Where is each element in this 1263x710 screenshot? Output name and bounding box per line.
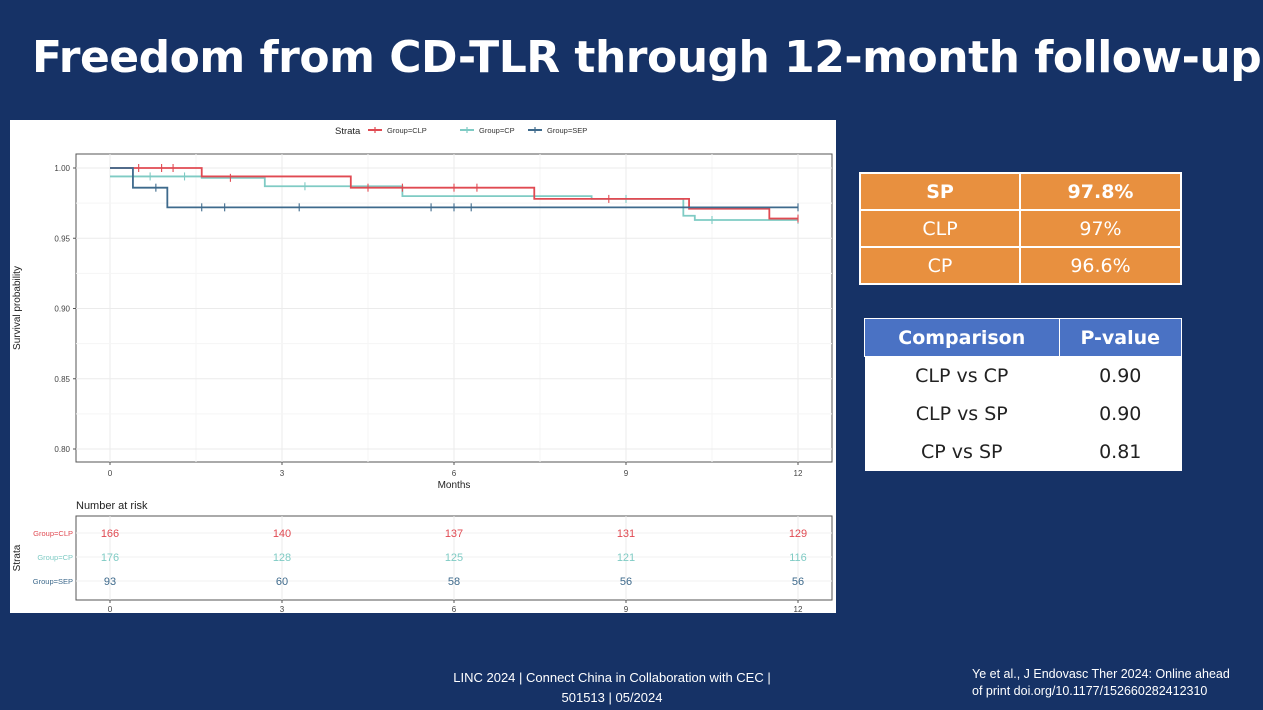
risk-value-clp: 140 xyxy=(273,528,291,540)
y-tick-label: 1.00 xyxy=(54,164,70,173)
risk-value-sep: 58 xyxy=(448,576,460,588)
rates-group-cell: CLP xyxy=(859,209,1021,248)
legend-label-clp: Group=CLP xyxy=(387,126,427,135)
risk-x-tick-label: 0 xyxy=(108,605,113,613)
footer-line: LINC 2024 | Connect China in Collaborati… xyxy=(453,670,771,685)
risk-x-tick-label: 3 xyxy=(280,605,285,613)
risk-row-label-clp: Group=CLP xyxy=(33,529,73,538)
risk-x-tick-label: 12 xyxy=(794,605,803,613)
comparison-cell: CP vs SP xyxy=(864,433,1059,471)
rates-group-cell: SP xyxy=(859,172,1021,211)
comparison-table: Comparison P-value CLP vs CP 0.90 CLP vs… xyxy=(864,318,1182,471)
comparison-cell: CLP vs SP xyxy=(864,395,1059,433)
x-axis-label: Months xyxy=(438,480,471,491)
risk-row-label-cp: Group=CP xyxy=(37,553,73,562)
risk-value-cp: 176 xyxy=(101,552,119,564)
risk-value-clp: 129 xyxy=(789,528,807,540)
risk-value-sep: 60 xyxy=(276,576,288,588)
risk-value-clp: 166 xyxy=(101,528,119,540)
rates-row: CLP 97% xyxy=(859,209,1182,248)
km-curve-clp xyxy=(110,167,798,220)
p-value-cell: 0.90 xyxy=(1059,356,1182,395)
risk-x-tick-label: 6 xyxy=(452,605,457,613)
comparison-row: CLP vs SP 0.90 xyxy=(864,395,1182,433)
risk-value-cp: 125 xyxy=(445,552,463,564)
rates-value-cell: 96.6% xyxy=(1019,246,1182,285)
rates-row: CP 96.6% xyxy=(859,246,1182,285)
comparison-row: CLP vs CP 0.90 xyxy=(864,356,1182,395)
comparison-row: CP vs SP 0.81 xyxy=(864,433,1182,471)
rates-row: SP 97.8% xyxy=(859,172,1182,211)
rates-group-cell: CP xyxy=(859,246,1021,285)
comparison-header: Comparison xyxy=(864,318,1060,357)
risk-value-cp: 121 xyxy=(617,552,635,564)
comparison-cell: CLP vs CP xyxy=(864,356,1059,395)
legend-label-cp: Group=CP xyxy=(479,126,515,135)
footer-line: 501513 | 05/2024 xyxy=(561,690,663,705)
p-value-cell: 0.90 xyxy=(1059,395,1182,433)
x-tick-label: 9 xyxy=(624,469,629,478)
km-chart: 0.80 0.85 0.90 0.95 1.00 0 3 6 9 12 Months Survival… xyxy=(12,126,833,613)
citation-line: of print doi.org/10.1177/15266028241231​… xyxy=(972,684,1208,698)
risk-value-clp: 137 xyxy=(445,528,463,540)
risk-value-cp: 128 xyxy=(273,552,291,564)
citation: Ye et al., J Endovasc Ther 2024: Online … xyxy=(972,666,1257,700)
risk-row-label-sep: Group=SEP xyxy=(33,577,73,586)
risk-value-clp: 131 xyxy=(617,528,635,540)
rates-table: SP 97.8% CLP 97% CP 96.6% xyxy=(859,172,1182,285)
risk-strata-label: Strata xyxy=(12,544,23,571)
km-curve-sep xyxy=(110,167,798,209)
slide-footer: LINC 2024 | Connect China in Collaborati… xyxy=(418,668,806,708)
legend-title: Strata xyxy=(335,126,361,137)
rates-value-cell: 97.8% xyxy=(1019,172,1182,211)
risk-table-title: Number at risk xyxy=(76,500,148,512)
risk-value-sep: 56 xyxy=(792,576,804,588)
x-tick-label: 3 xyxy=(280,469,285,478)
x-tick-label: 0 xyxy=(108,469,113,478)
x-tick-label: 6 xyxy=(452,469,457,478)
risk-value-cp: 116 xyxy=(789,552,807,564)
y-tick-label: 0.85 xyxy=(54,375,70,384)
rates-value-cell: 97% xyxy=(1019,209,1182,248)
p-value-header: P-value xyxy=(1058,318,1182,357)
slide-title: Freedom from CD-TLR through 12-month fol… xyxy=(32,32,1262,83)
y-tick-label: 0.80 xyxy=(54,445,70,454)
p-value-cell: 0.81 xyxy=(1059,433,1182,471)
x-tick-label: 12 xyxy=(794,469,803,478)
risk-value-sep: 93 xyxy=(104,576,116,588)
km-chart-panel: 0.80 0.85 0.90 0.95 1.00 0 3 6 9 12 Months Survival… xyxy=(10,120,836,613)
risk-x-tick-label: 9 xyxy=(624,605,629,613)
risk-value-sep: 56 xyxy=(620,576,632,588)
legend-label-sep: Group=SEP xyxy=(547,126,587,135)
y-axis-label: Survival probability xyxy=(12,266,23,350)
y-tick-label: 0.90 xyxy=(54,305,70,314)
citation-line: Ye et al., J Endovasc Ther 2024: Online … xyxy=(972,667,1230,681)
km-curve-cp xyxy=(110,175,798,221)
y-tick-label: 0.95 xyxy=(54,234,70,243)
